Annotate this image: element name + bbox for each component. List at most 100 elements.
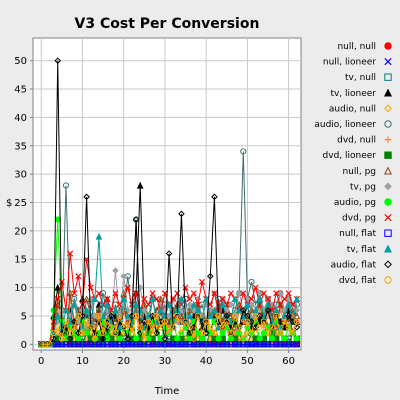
y-axis-label: $ bbox=[6, 198, 12, 209]
data-point bbox=[276, 300, 284, 308]
data-point bbox=[132, 216, 140, 223]
x-tick-label: 50 bbox=[241, 356, 254, 367]
data-point bbox=[149, 290, 156, 297]
data-point bbox=[264, 306, 272, 314]
data-point bbox=[71, 341, 78, 348]
legend-label: tv, flat bbox=[347, 245, 377, 255]
data-point bbox=[277, 289, 284, 297]
data-point bbox=[186, 301, 193, 308]
data-point bbox=[203, 318, 210, 325]
y-tick-label: 50 bbox=[14, 56, 27, 67]
data-point bbox=[104, 341, 111, 348]
data-point bbox=[132, 335, 140, 342]
legend-item: tv, flat bbox=[347, 244, 393, 255]
data-point bbox=[54, 57, 62, 64]
data-point bbox=[277, 301, 284, 308]
data-point bbox=[264, 295, 272, 302]
data-point bbox=[231, 341, 239, 348]
data-point bbox=[285, 300, 293, 308]
y-tick-label: 5 bbox=[21, 311, 27, 322]
data-point bbox=[219, 300, 227, 308]
data-point bbox=[54, 283, 62, 291]
data-point bbox=[235, 289, 243, 297]
x-axis-label: Time bbox=[154, 386, 179, 397]
y-axis: 0 5 10 15 20 25 30 35 40 45 50 bbox=[14, 56, 33, 351]
data-point bbox=[190, 335, 197, 342]
data-point bbox=[223, 341, 230, 348]
data-point bbox=[248, 329, 255, 337]
legend-marker bbox=[383, 166, 393, 175]
data-point bbox=[62, 341, 70, 348]
data-point bbox=[124, 284, 131, 291]
data-point bbox=[211, 329, 218, 337]
data-point bbox=[256, 341, 263, 348]
data-point bbox=[145, 318, 152, 325]
data-point bbox=[99, 290, 107, 297]
data-point bbox=[62, 306, 70, 314]
data-point bbox=[198, 335, 206, 342]
data-point bbox=[75, 273, 82, 280]
legend-item: null, flat bbox=[339, 229, 392, 239]
legend-marker bbox=[384, 276, 392, 284]
legend-marker bbox=[384, 213, 392, 222]
data-point bbox=[116, 312, 123, 320]
legend-label: audio, flat bbox=[331, 260, 377, 270]
data-point bbox=[248, 278, 255, 286]
chart-title: V3 Cost Per Conversion bbox=[75, 16, 260, 32]
data-point bbox=[203, 341, 210, 348]
data-point bbox=[58, 335, 65, 342]
y-tick-label: 0 bbox=[21, 340, 27, 351]
data-point bbox=[260, 290, 267, 297]
data-point bbox=[178, 329, 185, 337]
data-point bbox=[178, 295, 185, 303]
x-tick-label: 30 bbox=[159, 356, 172, 367]
data-point bbox=[231, 312, 239, 320]
y-tick-label: 30 bbox=[14, 170, 27, 181]
legend: null, null null, lioneer tv, null tv, lione… bbox=[314, 42, 393, 286]
legend-item: audio, null bbox=[329, 104, 392, 114]
data-point bbox=[112, 290, 119, 297]
data-point bbox=[108, 341, 115, 348]
data-point bbox=[186, 324, 193, 331]
legend-item: audio, pg bbox=[334, 198, 392, 208]
data-point bbox=[289, 341, 296, 348]
data-point bbox=[132, 341, 140, 348]
data-point bbox=[116, 335, 123, 342]
data-point bbox=[215, 312, 222, 320]
data-point bbox=[252, 341, 259, 348]
legend-item: dvd, null bbox=[337, 136, 392, 146]
data-point bbox=[170, 324, 177, 331]
data-point bbox=[174, 290, 181, 297]
data-point bbox=[227, 329, 235, 337]
data-point bbox=[149, 295, 156, 303]
data-point bbox=[99, 335, 107, 342]
data-point bbox=[58, 278, 65, 285]
legend-item: dvd, flat bbox=[339, 276, 392, 286]
data-point bbox=[260, 329, 267, 337]
legend-label: audio, null bbox=[329, 104, 376, 114]
data-point bbox=[137, 341, 144, 348]
data-point bbox=[285, 290, 292, 297]
data-point bbox=[132, 300, 140, 308]
legend-label: null, pg bbox=[342, 167, 376, 177]
data-point bbox=[120, 324, 127, 331]
data-point bbox=[79, 341, 86, 348]
legend-marker bbox=[384, 260, 392, 269]
data-point bbox=[178, 210, 185, 218]
legend-item: dvd, lioneer bbox=[323, 151, 392, 161]
data-point bbox=[281, 318, 288, 325]
legend-label: dvd, pg bbox=[342, 214, 376, 224]
legend-item: null, lioneer bbox=[323, 57, 392, 68]
legend-marker bbox=[384, 57, 392, 66]
data-point bbox=[186, 312, 194, 320]
data-point bbox=[95, 341, 103, 348]
data-point bbox=[141, 306, 148, 314]
data-point bbox=[236, 341, 243, 348]
data-point bbox=[269, 324, 276, 331]
data-point bbox=[293, 335, 300, 342]
data-point bbox=[54, 341, 61, 348]
data-point bbox=[165, 341, 173, 348]
data-point bbox=[248, 306, 255, 314]
series-dvd-flat bbox=[38, 312, 300, 348]
data-point bbox=[219, 324, 226, 331]
